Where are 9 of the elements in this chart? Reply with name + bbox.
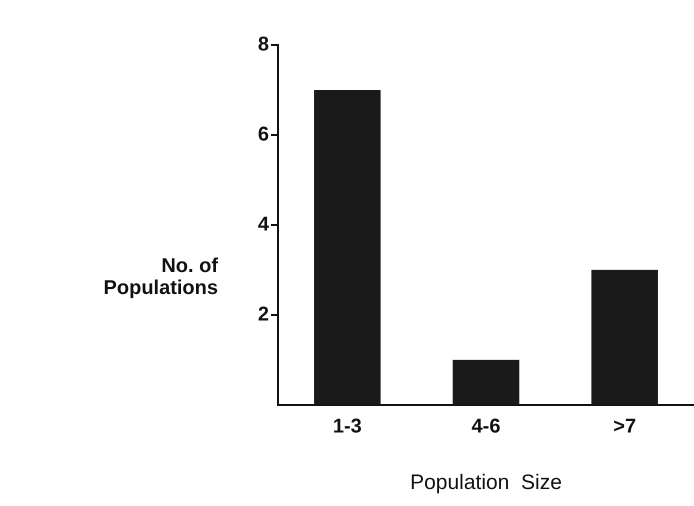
x-tick-label: 4-6 <box>472 415 500 438</box>
x-axis-title: Population Size <box>410 471 562 494</box>
y-tick-label: 6 <box>258 123 269 146</box>
y-tick-label: 2 <box>258 303 269 326</box>
x-tick-label: >7 <box>613 415 636 438</box>
x-tick-label: 1-3 <box>332 415 362 438</box>
y-tick-label: 4 <box>258 213 270 236</box>
y-tick-label: 8 <box>258 34 269 56</box>
y-axis-title: No. of Populations <box>104 255 218 299</box>
